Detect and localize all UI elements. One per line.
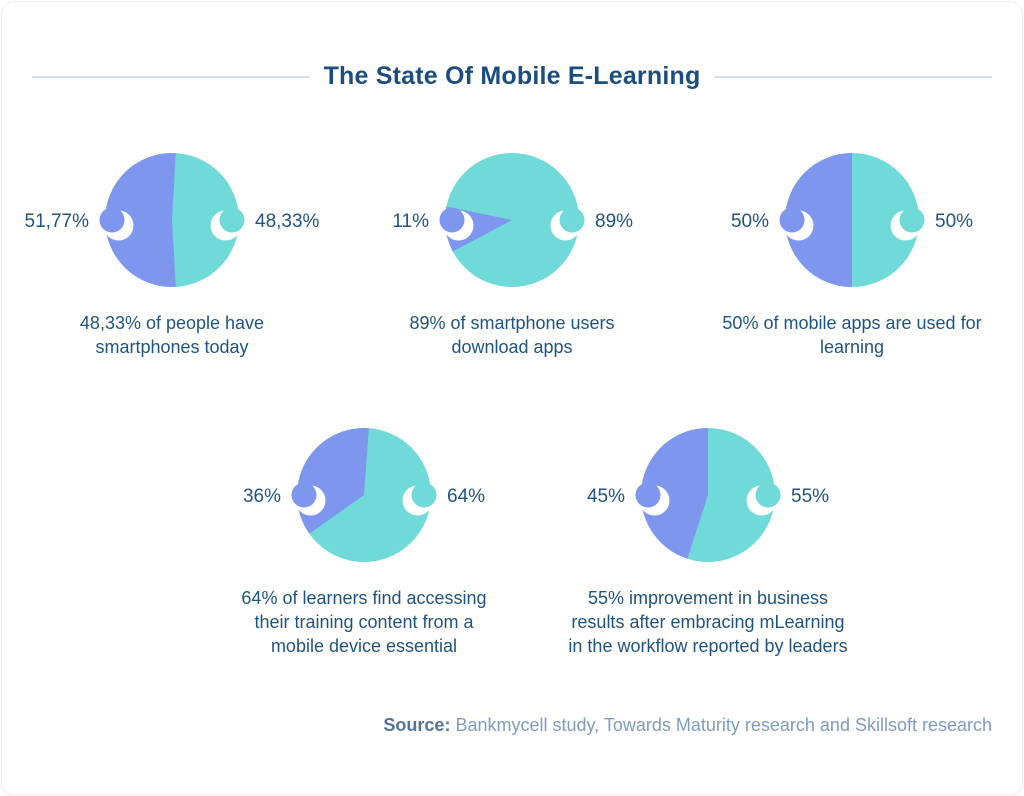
right-slice-label: 64% [447,486,485,507]
source-line: Source: Bankmycell study, Towards Maturit… [383,715,992,736]
left-callout-dot [779,207,805,233]
left-callout-dot [439,207,465,233]
left-slice-label: 11% [392,211,429,232]
left-callout-dot [291,482,317,508]
right-callout-dot [559,207,585,233]
left-slice-label: 51,77% [25,211,90,232]
left-callout-dot [635,482,661,508]
chart-5: 45% 55% 55% improvement in business result… [538,420,878,659]
right-callout-dot [755,482,781,508]
right-callout-dot [219,207,245,233]
source-label: Source: [383,715,451,735]
pie-chart-2: 11% 89% [392,153,633,287]
chart-caption: 55% improvement in business results afte… [568,587,848,657]
left-slice-label: 36% [243,486,281,507]
left-slice-label: 45% [587,486,625,507]
chart-caption: 48,33% of people have smartphones today [79,313,265,358]
pie-chart-1: 51,77% 48,33% [25,153,320,287]
divider-line-left [32,75,309,78]
chart-caption: 89% of smartphone users download apps [409,313,615,358]
charts-row-1: 51,77% 48,33% 48,33% of people have smartp… [2,145,1022,360]
pie-slice-left [105,153,176,287]
right-slice-label: 89% [595,211,633,232]
chart-3: 50% 50% 50% of mobile apps are used for le… [682,145,1022,360]
pie-slice-left [785,153,852,287]
right-slice-label: 50% [935,211,973,232]
pie-chart-3: 50% 50% [731,153,973,287]
pie-chart-4: 36% 64% [243,427,485,562]
right-callout-dot [411,482,437,508]
divider-line-right [715,75,992,78]
chart-1: 51,77% 48,33% 48,33% of people have smartp… [2,145,342,360]
chart-2: 11% 89% 89% of smartphone users download a… [342,145,682,360]
right-slice-label: 48,33% [255,211,320,232]
chart-caption: 64% of learners find accessing their tra… [241,587,487,657]
pie-slice-left [641,427,708,559]
chart-4: 36% 64% 64% of learners find accessing the… [194,420,534,659]
header: The State Of Mobile E-Learning [32,62,992,91]
left-slice-label: 50% [731,211,769,232]
pie-chart-5: 45% 55% [587,427,829,562]
source-text: Bankmycell study, Towards Maturity resea… [455,715,992,735]
page-title: The State Of Mobile E-Learning [323,62,701,90]
left-callout-dot [99,207,125,233]
right-callout-dot [899,207,925,233]
right-slice-label: 55% [791,486,829,507]
chart-caption: 50% of mobile apps are used for learning [722,313,982,358]
charts-row-2: 36% 64% 64% of learners find accessing the… [2,420,1022,659]
